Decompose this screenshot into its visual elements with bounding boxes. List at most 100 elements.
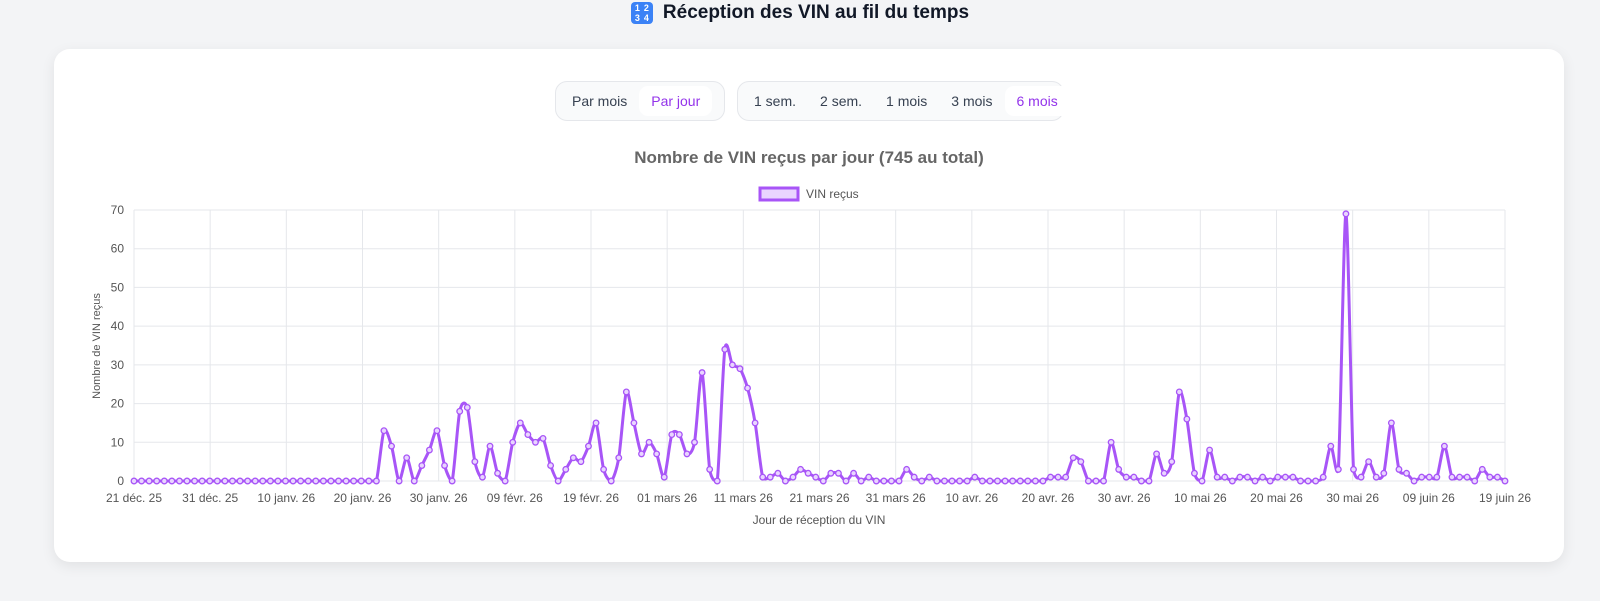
data-point[interactable]: [448, 477, 456, 485]
data-point[interactable]: [910, 473, 918, 481]
data-point[interactable]: [668, 431, 676, 438]
data-point[interactable]: [827, 469, 835, 477]
data-point[interactable]: [395, 477, 403, 485]
data-point[interactable]: [1357, 473, 1365, 481]
data-point[interactable]: [941, 477, 948, 485]
data-point[interactable]: [1327, 442, 1335, 450]
data-point[interactable]: [471, 458, 479, 466]
data-point[interactable]: [494, 469, 502, 477]
data-point[interactable]: [175, 477, 183, 485]
data-point[interactable]: [1062, 473, 1070, 481]
data-point[interactable]: [675, 431, 683, 438]
data-point[interactable]: [501, 477, 509, 485]
data-point[interactable]: [1016, 477, 1024, 485]
data-point[interactable]: [933, 477, 941, 485]
data-point[interactable]: [168, 477, 176, 485]
data-point[interactable]: [645, 438, 653, 446]
data-point[interactable]: [766, 473, 774, 481]
data-point[interactable]: [834, 469, 842, 477]
range-button-3-months[interactable]: 3 mois: [951, 93, 993, 109]
data-point[interactable]: [622, 388, 630, 396]
data-point[interactable]: [1077, 458, 1085, 466]
data-point[interactable]: [1100, 477, 1107, 485]
data-point[interactable]: [1228, 477, 1236, 485]
data-point[interactable]: [524, 431, 532, 438]
data-point[interactable]: [925, 473, 933, 481]
data-point[interactable]: [1486, 473, 1494, 481]
data-point[interactable]: [857, 477, 865, 485]
data-point[interactable]: [812, 473, 820, 481]
data-point[interactable]: [1168, 458, 1176, 466]
data-point[interactable]: [781, 477, 789, 485]
data-point[interactable]: [1281, 473, 1289, 481]
data-point[interactable]: [335, 477, 342, 485]
data-point[interactable]: [1001, 477, 1009, 485]
data-point[interactable]: [1190, 469, 1198, 477]
data-point[interactable]: [797, 465, 805, 473]
data-point[interactable]: [1107, 438, 1115, 446]
data-point[interactable]: [1259, 473, 1267, 481]
data-point[interactable]: [819, 477, 827, 485]
data-point[interactable]: [1425, 473, 1433, 481]
data-point[interactable]: [1365, 458, 1373, 466]
data-point[interactable]: [297, 477, 305, 485]
data-point[interactable]: [585, 442, 592, 450]
data-point[interactable]: [1039, 477, 1047, 485]
data-point[interactable]: [221, 477, 229, 485]
data-point[interactable]: [1380, 469, 1388, 477]
range-button-1-month[interactable]: 1 mois: [886, 93, 928, 109]
data-point[interactable]: [1198, 477, 1206, 485]
data-point[interactable]: [978, 477, 986, 485]
data-point[interactable]: [1501, 477, 1509, 485]
data-point[interactable]: [1440, 442, 1448, 450]
data-point[interactable]: [1009, 477, 1017, 485]
data-point[interactable]: [312, 477, 320, 485]
data-point[interactable]: [713, 477, 721, 485]
data-point[interactable]: [1403, 469, 1410, 477]
data-point[interactable]: [478, 473, 486, 481]
data-point[interactable]: [463, 403, 471, 411]
data-point[interactable]: [880, 477, 888, 485]
data-point[interactable]: [789, 473, 797, 481]
data-point[interactable]: [153, 477, 161, 485]
data-point[interactable]: [895, 477, 903, 485]
data-point[interactable]: [1047, 473, 1054, 481]
data-point[interactable]: [759, 473, 767, 481]
data-point[interactable]: [1448, 473, 1456, 481]
data-point[interactable]: [918, 477, 926, 485]
data-point[interactable]: [1137, 477, 1145, 485]
range-button-6-months[interactable]: 6 mois: [1004, 86, 1070, 116]
data-point[interactable]: [600, 465, 608, 473]
data-point[interactable]: [1478, 465, 1486, 473]
data-point[interactable]: [1471, 477, 1479, 485]
data-point[interactable]: [1463, 473, 1471, 481]
data-point[interactable]: [691, 438, 698, 446]
data-point[interactable]: [547, 462, 555, 469]
data-point[interactable]: [1206, 446, 1214, 454]
data-point[interactable]: [236, 477, 244, 485]
data-point[interactable]: [903, 465, 911, 473]
data-point[interactable]: [1213, 473, 1221, 481]
data-point[interactable]: [994, 477, 1001, 485]
data-point[interactable]: [1130, 473, 1138, 481]
data-point[interactable]: [509, 438, 517, 446]
data-point[interactable]: [1493, 473, 1501, 481]
data-point[interactable]: [441, 462, 449, 469]
data-point[interactable]: [516, 419, 524, 427]
data-point[interactable]: [963, 477, 971, 485]
data-point[interactable]: [1395, 465, 1403, 473]
data-point[interactable]: [1054, 473, 1062, 481]
data-point[interactable]: [229, 477, 236, 485]
data-point[interactable]: [660, 473, 668, 481]
data-point[interactable]: [138, 477, 146, 485]
data-point[interactable]: [698, 369, 706, 377]
data-point[interactable]: [736, 365, 744, 373]
data-point[interactable]: [266, 477, 274, 485]
data-point[interactable]: [1244, 473, 1251, 481]
data-point[interactable]: [956, 477, 964, 485]
data-point[interactable]: [1236, 473, 1244, 481]
data-point[interactable]: [706, 465, 714, 473]
data-point[interactable]: [1084, 477, 1092, 485]
data-point[interactable]: [433, 427, 441, 435]
data-point[interactable]: [728, 361, 736, 369]
